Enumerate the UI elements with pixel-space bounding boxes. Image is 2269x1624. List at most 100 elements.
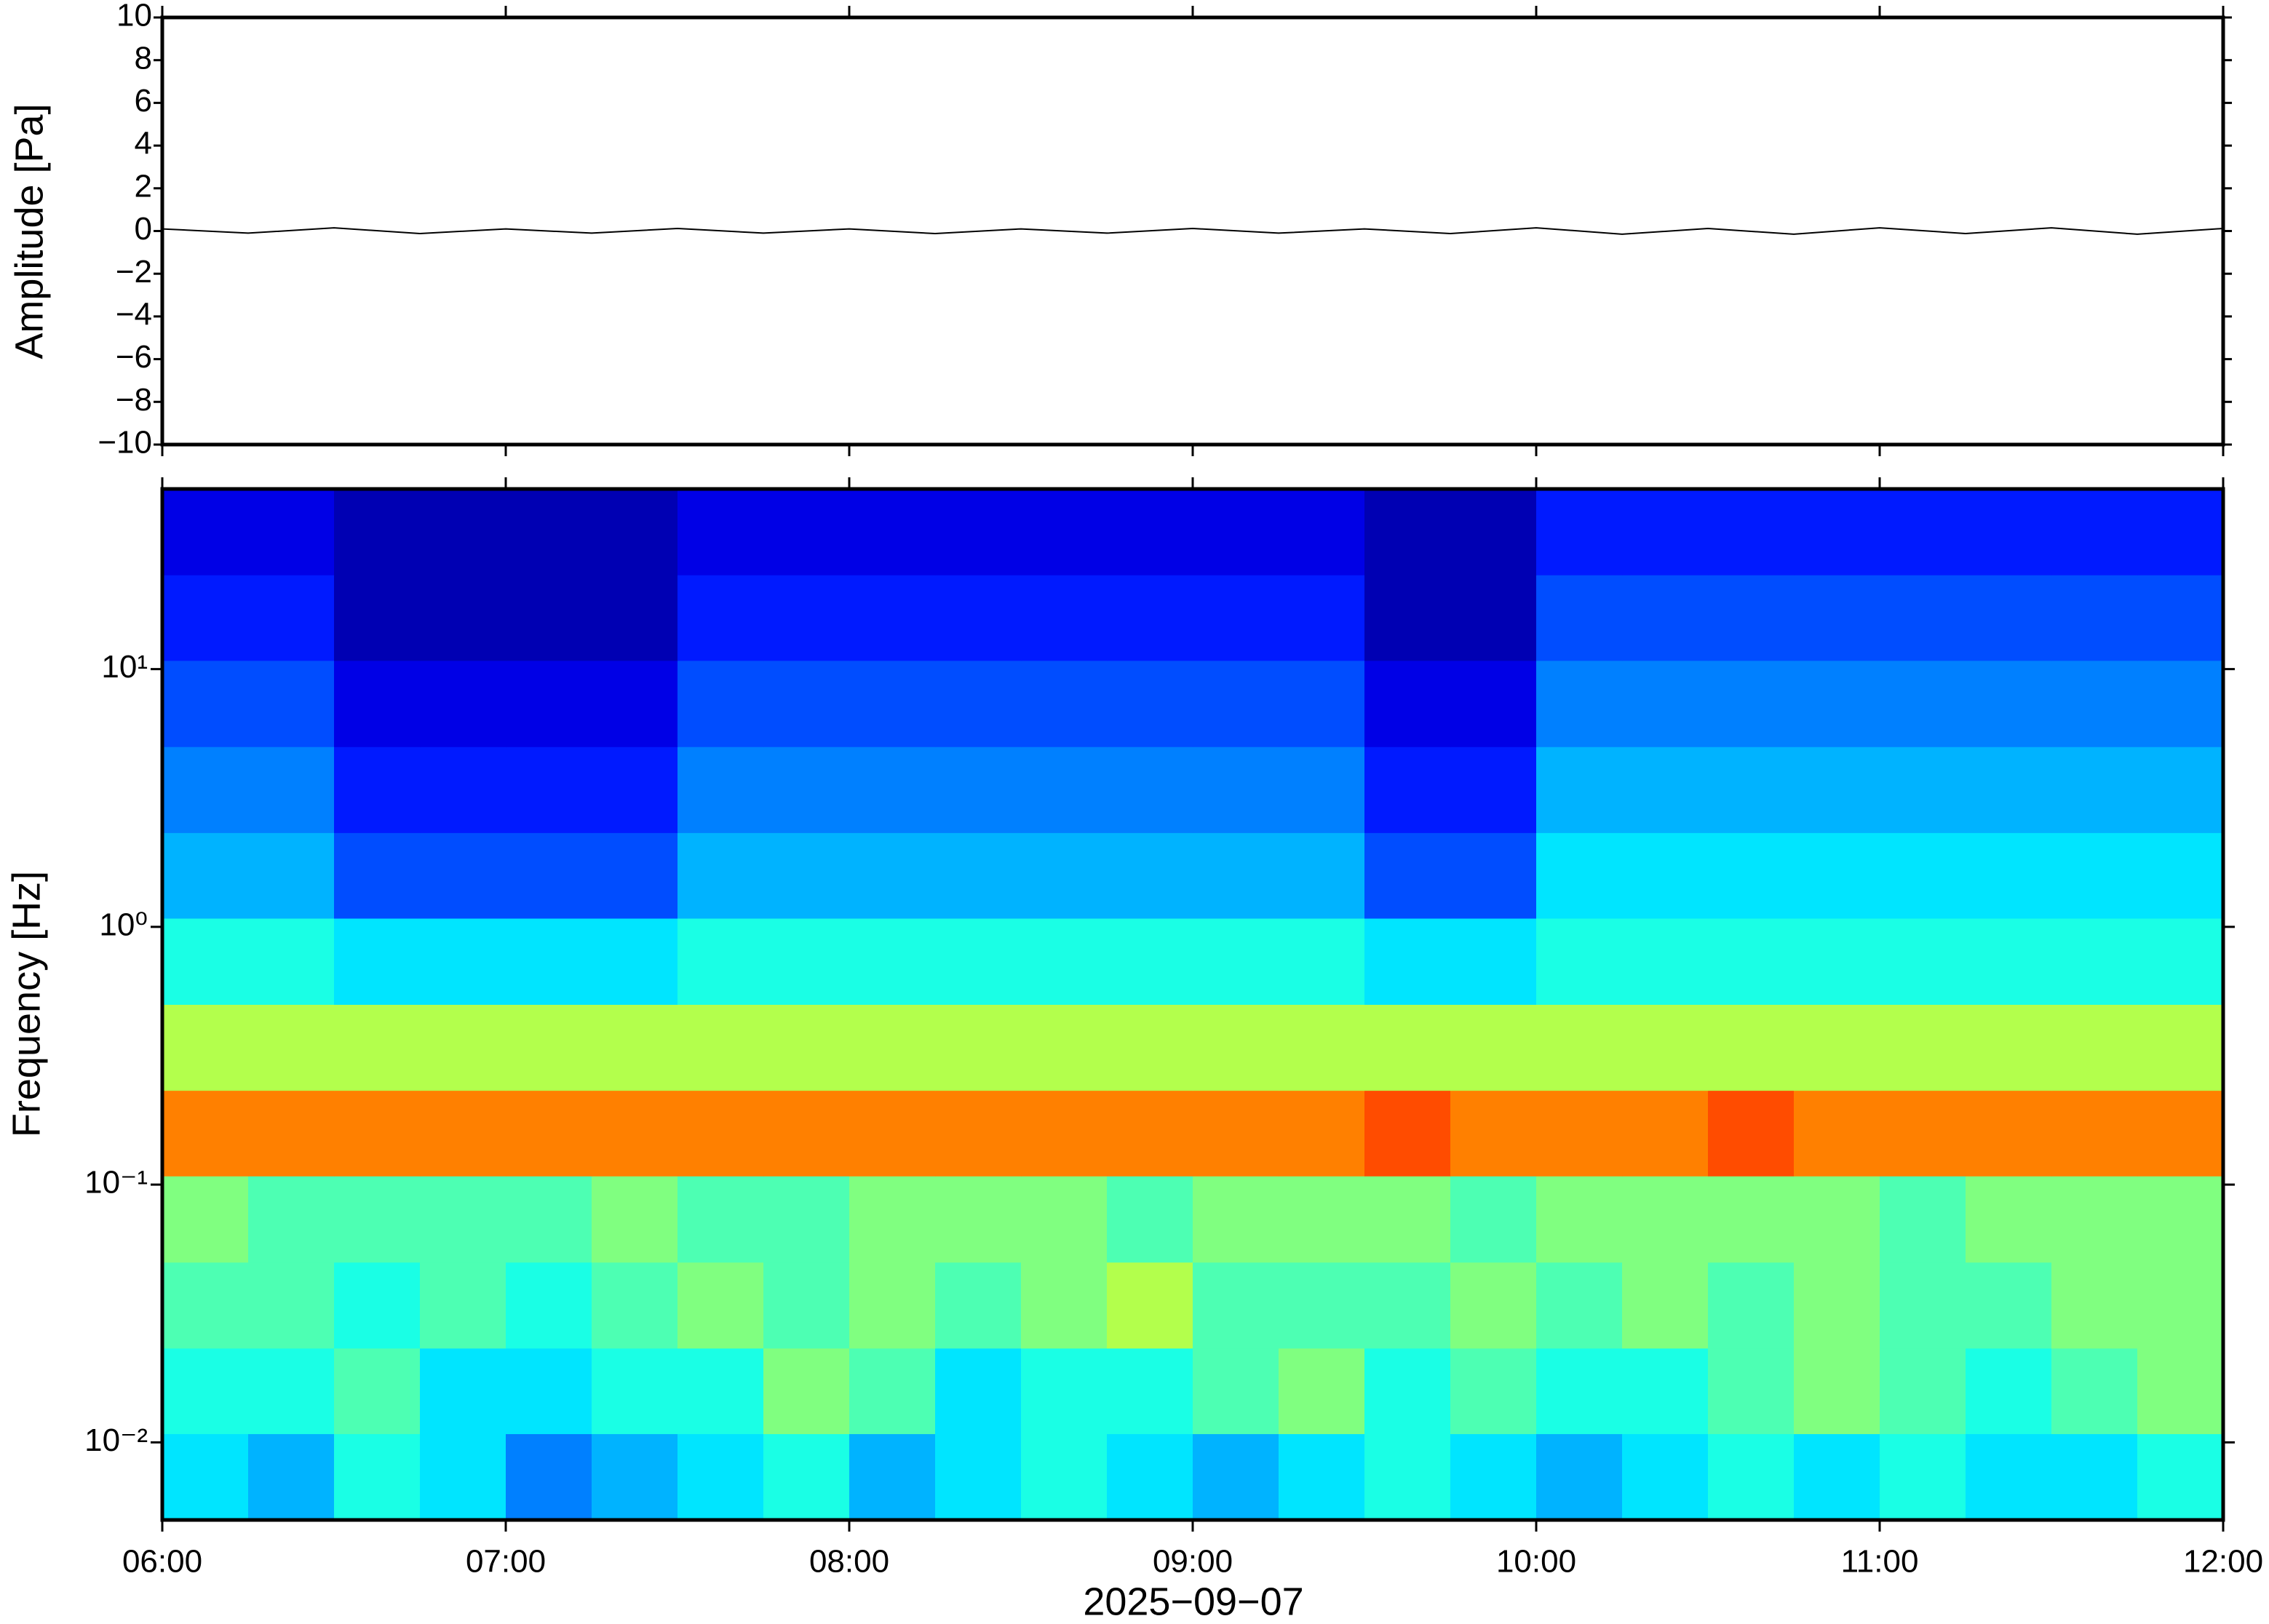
heatmap-cell: [1880, 660, 1966, 747]
heatmap-cell: [2051, 575, 2138, 661]
heatmap-cell: [334, 1433, 421, 1521]
heatmap-cell: [506, 747, 592, 833]
y-tick-label: −8: [116, 382, 152, 418]
heatmap-cell: [1966, 660, 2052, 747]
heatmap-cell: [1536, 575, 1623, 661]
heatmap-cell: [162, 1262, 249, 1349]
y-axis-title: Amplitude [Pa]: [7, 103, 51, 359]
heatmap-cell: [677, 1348, 764, 1435]
heatmap-cell: [677, 1176, 764, 1263]
heatmap-cell: [1966, 489, 2052, 576]
heatmap-cell: [592, 1176, 678, 1263]
heatmap-cell: [1450, 660, 1537, 747]
heatmap-cell: [935, 1176, 1022, 1263]
heatmap-cell: [1794, 1004, 1880, 1091]
y-axis-title: Frequency [Hz]: [4, 871, 48, 1137]
heatmap-cell: [1450, 1262, 1537, 1349]
y-tick-label: 10⁰: [99, 907, 148, 942]
heatmap-cell: [248, 918, 335, 1005]
heatmap-cell: [849, 747, 936, 833]
heatmap-cell: [935, 1433, 1022, 1521]
heatmap-cell: [849, 575, 936, 661]
heatmap-cell: [2137, 1004, 2224, 1091]
heatmap-cell: [420, 1348, 506, 1435]
heatmap-cell: [935, 747, 1022, 833]
heatmap-cell: [1193, 1348, 1279, 1435]
heatmap-cell: [1364, 832, 1451, 919]
heatmap-cell: [1450, 918, 1537, 1005]
heatmap-cell: [506, 575, 592, 661]
heatmap-cell: [2137, 1262, 2224, 1349]
heatmap-cell: [592, 918, 678, 1005]
heatmap-cell: [1880, 1433, 1966, 1521]
heatmap-cell: [1364, 1176, 1451, 1263]
heatmap-cell: [2137, 918, 2224, 1005]
heatmap-cell: [1450, 832, 1537, 919]
heatmap-cell: [592, 832, 678, 919]
heatmap-cell: [763, 1004, 850, 1091]
y-tick-label: 6: [135, 83, 152, 119]
heatmap-cell: [420, 1176, 506, 1263]
heatmap-cell: [1193, 918, 1279, 1005]
heatmap-cell: [1279, 1176, 1365, 1263]
heatmap-cell: [1794, 1176, 1880, 1263]
heatmap-cell: [334, 575, 421, 661]
heatmap-cell: [849, 1090, 936, 1177]
heatmap-cell: [1708, 1262, 1795, 1349]
heatmap-cell: [1107, 575, 1193, 661]
heatmap-cell: [506, 1348, 592, 1435]
heatmap-cell: [677, 575, 764, 661]
heatmap-cell: [1536, 1090, 1623, 1177]
heatmap-cell: [849, 832, 936, 919]
heatmap-cell: [162, 1176, 249, 1263]
heatmap-cell: [162, 1433, 249, 1521]
heatmap-cell: [334, 489, 421, 576]
heatmap-cell: [334, 660, 421, 747]
heatmap-cell: [1107, 1262, 1193, 1349]
heatmap-cell: [1450, 1433, 1537, 1521]
heatmap-cell: [1794, 1348, 1880, 1435]
y-tick-label: 4: [135, 126, 152, 162]
heatmap-cell: [1708, 489, 1795, 576]
heatmap-cell: [1794, 489, 1880, 576]
heatmap-cell: [1021, 1004, 1108, 1091]
heatmap-cell: [2051, 1433, 2138, 1521]
y-tick-label: 2: [135, 168, 152, 204]
heatmap-cell: [1880, 1262, 1966, 1349]
heatmap-cell: [506, 832, 592, 919]
heatmap-cell: [162, 575, 249, 661]
heatmap-cell: [1622, 1348, 1709, 1435]
heatmap-cell: [1880, 489, 1966, 576]
heatmap-cell: [1279, 832, 1365, 919]
heatmap-cell: [592, 747, 678, 833]
heatmap-cell: [935, 489, 1022, 576]
heatmap-cell: [1107, 1348, 1193, 1435]
heatmap-cell: [2137, 832, 2224, 919]
heatmap-cell: [162, 489, 249, 576]
heatmap-cell: [763, 747, 850, 833]
heatmap-cell: [849, 1262, 936, 1349]
heatmap-cell: [763, 832, 850, 919]
heatmap-cell: [248, 1090, 335, 1177]
y-tick-label: 8: [135, 40, 152, 76]
heatmap-cell: [1107, 832, 1193, 919]
heatmap-cell: [1536, 1004, 1623, 1091]
heatmap-cell: [935, 575, 1022, 661]
heatmap-cell: [1794, 660, 1880, 747]
heatmap-cell: [334, 832, 421, 919]
y-tick-label: 10¹: [101, 649, 148, 685]
heatmap-cell: [1622, 918, 1709, 1005]
heatmap-cell: [849, 489, 936, 576]
heatmap-cell: [1279, 1348, 1365, 1435]
y-tick-label: 10: [116, 0, 152, 33]
heatmap-cell: [506, 1433, 592, 1521]
heatmap-cell: [1021, 660, 1108, 747]
heatmap-cell: [506, 489, 592, 576]
heatmap-cell: [677, 747, 764, 833]
heatmap-cell: [1880, 918, 1966, 1005]
heatmap-cell: [1708, 1433, 1795, 1521]
heatmap-cell: [592, 575, 678, 661]
heatmap-cell: [2051, 918, 2138, 1005]
heatmap-cell: [162, 747, 249, 833]
heatmap-cell: [1450, 1348, 1537, 1435]
